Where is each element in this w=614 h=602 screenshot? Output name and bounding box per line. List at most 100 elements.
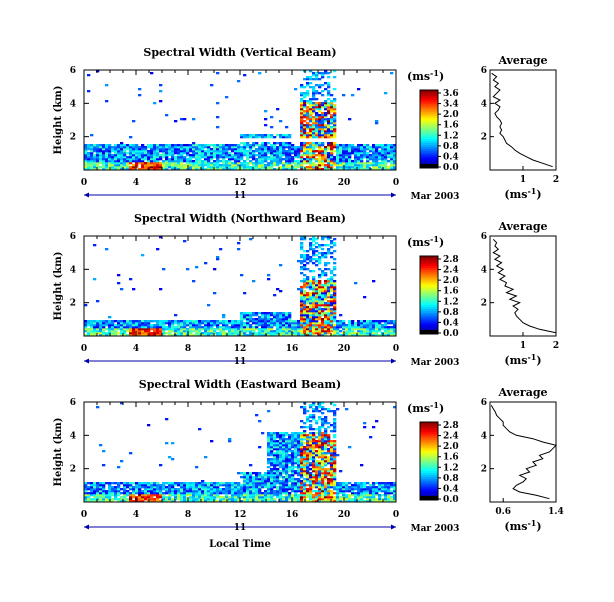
heatmap-cell [216,148,220,151]
heatmap-cell [171,492,175,495]
heatmap-cell [321,494,325,497]
heatmap-cell [333,124,337,127]
heatmap-cell [87,164,91,167]
heatmap-cell [132,148,136,151]
heatmap-cell [162,168,166,171]
heatmap-cell [258,136,262,139]
heatmap-cell [231,166,235,169]
heatmap-cell [219,488,223,491]
heatmap-cell [315,154,319,157]
heatmap-cell [384,164,388,167]
heatmap-cell [225,496,229,499]
heatmap-cell [324,318,328,321]
heatmap-cell [306,156,310,159]
heatmap-cell [162,484,166,487]
average-frame [489,401,557,503]
heatmap-cell [126,148,130,151]
heatmap-cell [180,158,184,161]
heatmap-cell [243,484,247,487]
heatmap-cell [255,476,259,479]
heatmap-cell [228,440,232,443]
heatmap-cell [150,498,154,501]
heatmap-cell [264,158,268,161]
heatmap-cell [336,164,340,167]
heatmap-cell [312,238,316,241]
colorbar-segment [420,263,438,267]
heatmap-cell [303,150,307,153]
colorbar-segment [420,287,438,290]
heatmap-cell [381,156,385,159]
heatmap-cell [294,450,298,453]
heatmap-cell [216,484,220,487]
heatmap-cell [321,144,325,147]
heatmap-cell [210,162,214,165]
heatmap-cell [321,150,325,153]
heatmap-cell [111,148,115,151]
heatmap-cell [327,142,331,145]
heatmap-cell [150,320,154,323]
heatmap-cell [330,484,334,487]
heatmap-cell [369,330,373,333]
heatmap-cell [279,486,283,489]
heatmap-cell [351,328,355,331]
heatmap-cell [303,256,307,259]
heatmap-cell [297,482,301,485]
heatmap-cell [321,120,325,123]
heatmap-cell [285,482,289,485]
heatmap-cell [279,120,283,123]
heatmap-cell [201,162,205,165]
heatmap-cell [222,148,226,151]
heatmap-cell [321,320,325,323]
heatmap-cell [294,466,298,469]
heatmap-cell [282,332,286,335]
heatmap-cell [333,238,337,241]
heatmap-cell [255,490,259,493]
heatmap-cell [186,324,190,327]
heatmap-cell [273,324,277,327]
colorbar-segment [420,285,438,288]
heatmap-cell [165,148,169,151]
heatmap-cell [114,166,118,169]
heatmap-cell [357,162,361,165]
heatmap-cell [231,482,235,485]
heatmap-cell [183,148,187,151]
heatmap-cell [108,316,112,319]
heatmap-cell [276,450,280,453]
heatmap-cell [111,330,115,333]
heatmap-cell [231,496,235,499]
heatmap-cell [93,150,97,153]
heatmap-cell [105,152,109,155]
heatmap-cell [273,150,277,153]
heatmap-cell [267,134,271,137]
heatmap-cell [378,322,382,325]
heatmap-cell [303,412,307,415]
heatmap-cell [327,490,331,493]
heatmap-cell [96,406,100,409]
heatmap-cell [249,150,253,153]
heatmap-cell [279,316,283,319]
heatmap-cell [120,158,124,161]
y-tick-label: 2 [70,299,76,309]
heatmap-cell [159,144,163,147]
heatmap-cell [279,156,283,159]
heatmap-cell [303,326,307,329]
heatmap-cell [363,426,367,429]
heatmap-cell [372,426,376,429]
heatmap-cell [318,496,322,499]
heatmap-cell [153,168,157,171]
heatmap-cell [366,320,370,323]
heatmap-cell [165,488,169,491]
heatmap-cell [321,468,325,471]
heatmap-cell [156,322,160,325]
heatmap-cell [366,158,370,161]
heatmap-cell [150,324,154,327]
heatmap-cell [270,328,274,331]
colorbar-segment [420,488,438,491]
heatmap-cell [237,482,241,485]
heatmap-cell [312,490,316,493]
heatmap-cell [393,324,397,327]
heatmap-cell [297,156,301,159]
heatmap-cell [219,328,223,331]
heatmap-cell [216,152,220,155]
colorbar-segment [420,115,438,118]
